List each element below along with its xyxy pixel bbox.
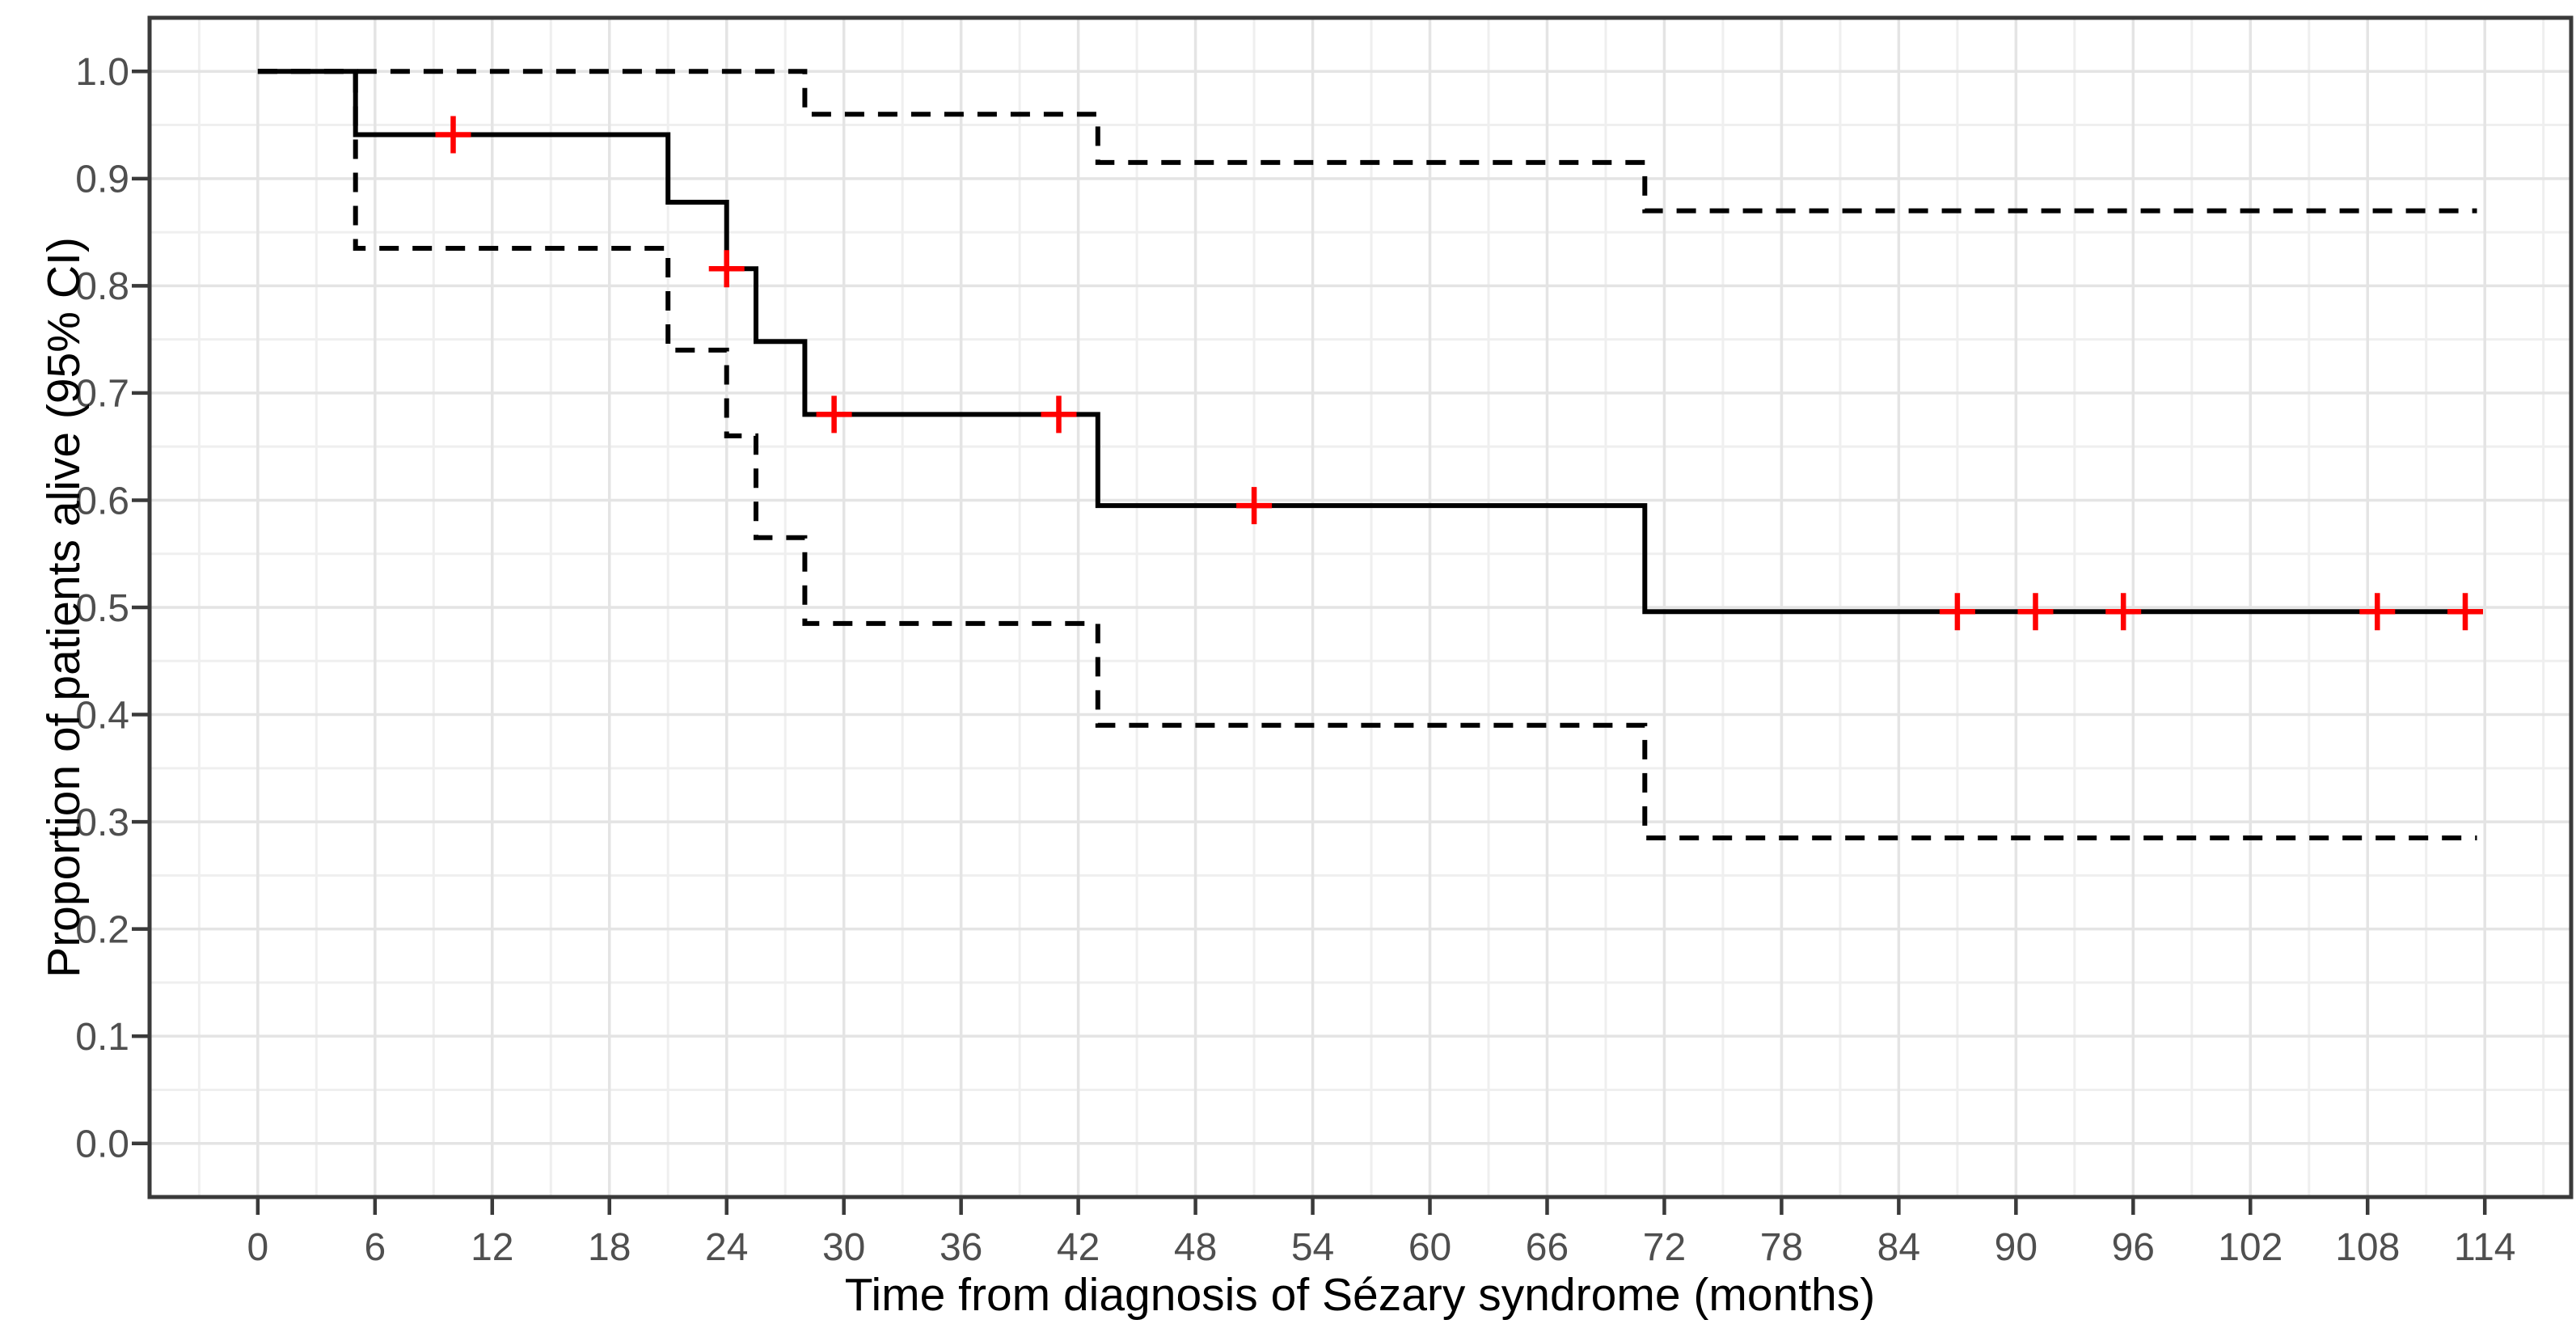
x-tick-label: 102 <box>2218 1226 2283 1269</box>
x-tick-label: 84 <box>1877 1226 1920 1269</box>
upper-ci-curve <box>257 69 2477 214</box>
censor-mark <box>708 250 745 288</box>
y-tick-label: 0.2 <box>75 908 129 951</box>
y-tick-label: 0.5 <box>75 587 129 630</box>
censor-mark <box>2105 593 2142 631</box>
y-tick-label: 0.0 <box>75 1123 129 1166</box>
y-tick-label: 0.9 <box>75 159 129 201</box>
y-tick-label: 0.8 <box>75 265 129 308</box>
x-tick-label: 108 <box>2335 1226 2400 1269</box>
x-tick-label: 12 <box>471 1226 513 1269</box>
axis-tick-marks <box>132 70 2487 1215</box>
y-tick-label: 0.3 <box>75 802 129 844</box>
y-tick-label: 0.4 <box>75 694 129 737</box>
censor-mark <box>1236 487 1273 525</box>
censor-mark <box>435 116 471 154</box>
x-tick-label: 54 <box>1291 1226 1334 1269</box>
censor-mark <box>1041 396 1077 434</box>
x-axis-title: Time from diagnosis of Sézary syndrome (… <box>845 1269 1875 1321</box>
y-tick-label: 0.6 <box>75 480 129 522</box>
y-axis-title: Proportion of patients alive (95% CI) <box>38 237 90 978</box>
x-tick-label: 6 <box>364 1226 386 1269</box>
x-tick-label: 18 <box>588 1226 631 1269</box>
y-tick-label: 1.0 <box>75 51 129 94</box>
x-tick-label: 96 <box>2112 1226 2155 1269</box>
censor-mark <box>2447 593 2483 631</box>
x-tick-label: 114 <box>2454 1226 2516 1269</box>
censor-mark <box>816 396 852 434</box>
x-tick-label: 90 <box>1995 1226 2038 1269</box>
curve-group <box>257 69 2477 840</box>
x-tick-label: 60 <box>1408 1226 1451 1269</box>
x-tick-label: 0 <box>247 1226 269 1269</box>
censor-mark <box>2017 593 2054 631</box>
x-tick-label: 72 <box>1643 1226 1686 1269</box>
lower-ci-curve <box>257 69 2477 840</box>
y-tick-label: 0.1 <box>75 1016 129 1059</box>
censor-mark <box>1939 593 1975 631</box>
x-tick-label: 36 <box>940 1226 982 1269</box>
x-tick-label: 78 <box>1760 1226 1803 1269</box>
x-tick-label: 66 <box>1526 1226 1569 1269</box>
grid-major-lines <box>150 18 2571 1197</box>
censor-mark <box>2359 593 2396 631</box>
x-tick-label: 48 <box>1174 1226 1217 1269</box>
survival-curve <box>257 69 2477 615</box>
censor-marks <box>435 116 2483 631</box>
x-tick-label: 30 <box>822 1226 865 1269</box>
y-tick-label: 0.7 <box>75 373 129 416</box>
y-tick-labels: 0.0 0.1 0.2 0.3 0.4 0.5 0.6 0.7 0.8 0.9 1.0 <box>75 51 129 1165</box>
x-tick-labels: 0 6 12 18 24 30 36 42 48 54 60 66 72 78 84 90 96 102 108 11… <box>247 1226 2516 1269</box>
x-tick-label: 42 <box>1057 1226 1100 1269</box>
x-tick-label: 24 <box>705 1226 748 1269</box>
